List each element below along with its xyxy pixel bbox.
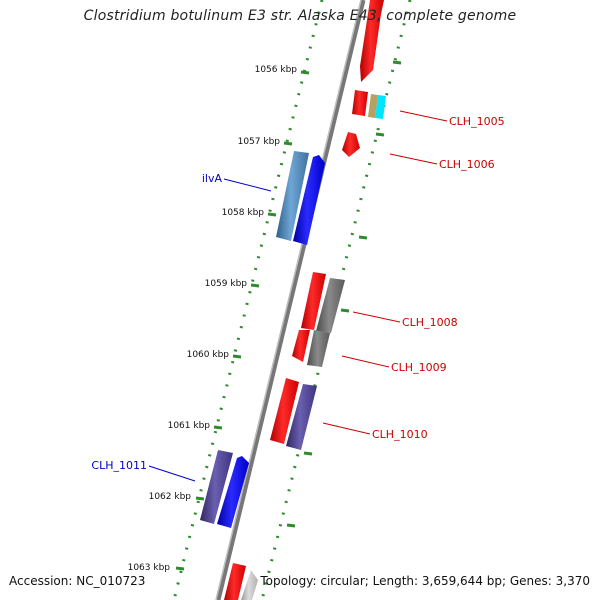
leader-line-clh1005: [399, 110, 448, 122]
kbp-tick: [195, 496, 205, 501]
genome-backbone: [215, 0, 366, 600]
reverse-genes: [200, 151, 325, 528]
kbp-tick: [358, 235, 368, 240]
gene-label-ilva[interactable]: ilvA: [202, 172, 223, 185]
forward-genes: [224, 0, 386, 600]
kbp-tick: [175, 566, 185, 571]
gene-feature[interactable]: [301, 272, 326, 330]
kbp-label: 1059 kbp: [205, 279, 248, 289]
accession-text: Accession: NC_010723: [9, 574, 146, 588]
gene-label-clh1011[interactable]: CLH_1011: [91, 459, 147, 472]
kbp-tick: [300, 70, 310, 75]
gene-label-clh1009[interactable]: CLH_1009: [391, 361, 447, 374]
kbp-label: 1057 kbp: [238, 137, 281, 147]
leader-line-clh1006: [389, 153, 438, 165]
kbp-tick: [303, 451, 313, 456]
gene-feature[interactable]: [316, 278, 345, 333]
gene-feature-clh1005a[interactable]: [368, 94, 378, 118]
kbp-tick-group: [175, 60, 402, 571]
gene-label-clh1006[interactable]: CLH_1006: [439, 158, 495, 171]
kbp-tick: [340, 308, 350, 313]
kbp-tick: [375, 132, 385, 137]
kbp-label: 1060 kbp: [187, 350, 230, 360]
genome-summary-text: Topology: circular; Length: 3,659,644 bp…: [260, 574, 590, 588]
leader-lines: [148, 110, 448, 482]
kbp-label: 1058 kbp: [222, 208, 265, 218]
gene-feature-ilva-b[interactable]: [293, 155, 325, 245]
gene-feature[interactable]: [241, 570, 258, 600]
gene-label-clh1005[interactable]: CLH_1005: [449, 115, 505, 128]
leader-line-clh1010: [322, 422, 371, 435]
gene-feature-ilva-a[interactable]: [276, 151, 309, 241]
gene-feature-clh1005b[interactable]: [375, 95, 386, 119]
gene-feature[interactable]: [286, 384, 317, 450]
kbp-tick: [392, 60, 402, 65]
gene-feature-clh1011a[interactable]: [200, 450, 233, 524]
kbp-tick: [232, 354, 242, 359]
leader-line-clh1008: [352, 311, 401, 323]
kbp-label: 1061 kbp: [168, 421, 211, 431]
genome-backbone-highlight: [215, 0, 362, 600]
gene-feature-clh1011b[interactable]: [217, 456, 249, 528]
gene-feature[interactable]: [270, 378, 299, 444]
gene-feature[interactable]: [342, 132, 360, 157]
gene-label-clh1008[interactable]: CLH_1008: [402, 316, 458, 329]
kbp-tick: [267, 212, 277, 217]
gene-feature[interactable]: [352, 90, 368, 116]
gene-feature[interactable]: [292, 330, 310, 362]
leader-line-clh1011: [148, 465, 196, 482]
leader-line-ilva: [223, 178, 272, 192]
kbp-label: 1062 kbp: [149, 492, 192, 502]
gene-feature[interactable]: [224, 563, 246, 600]
leader-line-clh1009: [341, 355, 390, 368]
kbp-label: 1056 kbp: [255, 65, 298, 75]
gene-feature[interactable]: [307, 330, 330, 367]
gene-label-clh1010[interactable]: CLH_1010: [372, 428, 428, 441]
kbp-tick: [250, 283, 260, 288]
gene-feature[interactable]: [360, 0, 384, 82]
kbp-tick: [283, 141, 293, 146]
tick-track-left: [172, 0, 324, 600]
kbp-label: 1063 kbp: [128, 563, 171, 573]
kbp-tick: [213, 425, 223, 430]
genome-title: Clostridium botulinum E3 str. Alaska E43…: [83, 8, 517, 24]
kbp-tick: [286, 523, 296, 528]
